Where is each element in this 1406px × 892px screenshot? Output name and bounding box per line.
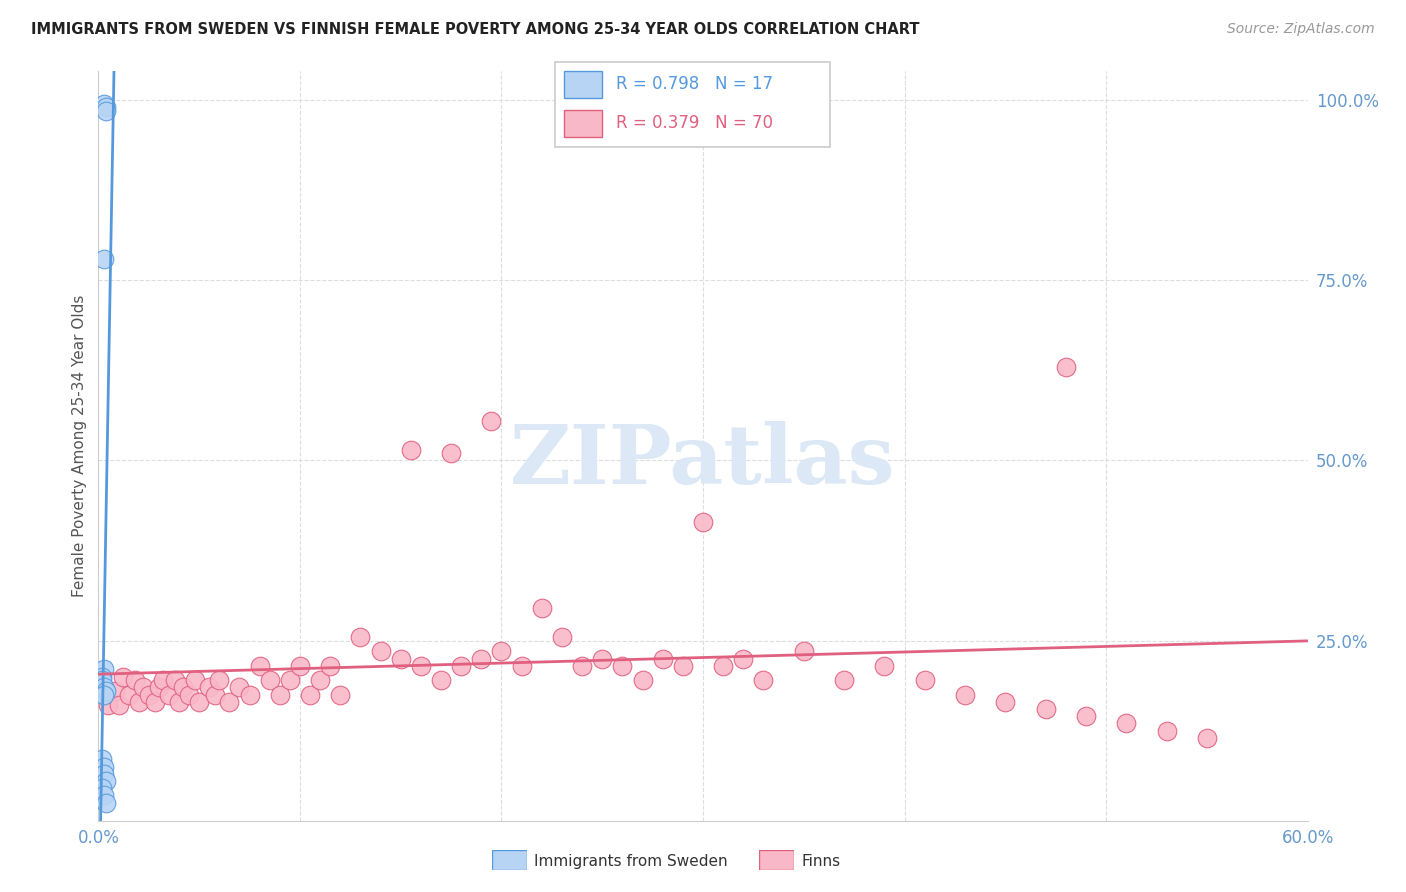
Y-axis label: Female Poverty Among 25-34 Year Olds: Female Poverty Among 25-34 Year Olds (72, 295, 87, 597)
Point (218, 695, 240, 709)
Point (103, 684, 125, 698)
Text: R = 0.379   N = 70: R = 0.379 N = 70 (616, 114, 773, 132)
Point (591, 651, 613, 665)
Point (631, 673, 654, 688)
Point (157, 688, 180, 702)
Point (530, 601, 553, 615)
FancyBboxPatch shape (564, 71, 602, 98)
Point (179, 688, 201, 702)
Point (152, 673, 174, 688)
Point (450, 658, 472, 673)
Point (389, 651, 412, 665)
Point (1195, 731, 1218, 745)
Point (953, 688, 976, 702)
Point (278, 673, 301, 688)
Point (93, 252, 115, 266)
Point (399, 442, 422, 457)
Point (259, 673, 281, 688)
Point (329, 688, 352, 702)
Point (132, 681, 155, 695)
Point (93, 789, 115, 803)
Point (198, 681, 221, 695)
Point (349, 630, 371, 644)
Point (370, 644, 392, 658)
FancyBboxPatch shape (555, 62, 830, 147)
Point (440, 446, 463, 460)
Point (91, 781, 114, 796)
Text: ZIPatlas: ZIPatlas (510, 421, 896, 501)
Point (93, 681, 115, 695)
Point (481, 414, 503, 428)
Point (204, 688, 226, 702)
Point (96, 100, 118, 114)
Point (128, 695, 150, 709)
Point (672, 658, 695, 673)
Point (269, 688, 291, 702)
FancyBboxPatch shape (564, 110, 602, 137)
Point (1074, 709, 1097, 723)
Point (994, 695, 1017, 709)
Point (208, 673, 231, 688)
Point (571, 658, 593, 673)
Point (832, 673, 855, 688)
Text: Finns: Finns (801, 855, 841, 869)
Text: IMMIGRANTS FROM SWEDEN VS FINNISH FEMALE POVERTY AMONG 25-34 YEAR OLDS CORRELATI: IMMIGRANTS FROM SWEDEN VS FINNISH FEMALE… (31, 22, 920, 37)
Point (319, 658, 342, 673)
Point (172, 681, 194, 695)
Point (228, 681, 250, 695)
Point (692, 515, 714, 529)
Point (752, 673, 775, 688)
Point (612, 658, 634, 673)
Point (91, 673, 114, 688)
Point (91, 752, 114, 766)
Point (96, 796, 118, 810)
Text: Source: ZipAtlas.com: Source: ZipAtlas.com (1227, 22, 1375, 37)
Point (96, 774, 118, 789)
Point (138, 688, 160, 702)
Point (491, 644, 513, 658)
Point (107, 698, 129, 713)
Point (184, 673, 207, 688)
Point (1115, 716, 1137, 731)
Point (309, 673, 332, 688)
Point (167, 695, 190, 709)
Point (1054, 359, 1077, 374)
Point (711, 658, 734, 673)
Point (733, 651, 755, 665)
Point (510, 658, 533, 673)
Point (93, 688, 115, 702)
Point (93, 96, 115, 111)
Point (96, 103, 118, 118)
Point (97, 698, 120, 713)
Point (1156, 723, 1178, 738)
Point (288, 658, 311, 673)
Point (111, 669, 134, 683)
Point (914, 673, 936, 688)
Point (299, 688, 322, 702)
Point (91, 669, 114, 683)
Point (93, 662, 115, 676)
Text: Immigrants from Sweden: Immigrants from Sweden (534, 855, 728, 869)
Point (551, 630, 574, 644)
Point (163, 673, 186, 688)
Point (143, 695, 166, 709)
Point (93, 759, 115, 773)
Point (873, 658, 896, 673)
Point (430, 673, 453, 688)
Point (249, 658, 271, 673)
Point (124, 673, 146, 688)
Point (651, 651, 673, 665)
Point (793, 644, 815, 658)
Point (188, 695, 211, 709)
Point (409, 658, 432, 673)
Point (148, 681, 170, 695)
Point (118, 688, 141, 702)
Point (93, 767, 115, 781)
Point (239, 688, 262, 702)
Point (1035, 702, 1057, 716)
Text: R = 0.798   N = 17: R = 0.798 N = 17 (616, 76, 773, 94)
Point (470, 651, 492, 665)
Point (96, 684, 118, 698)
